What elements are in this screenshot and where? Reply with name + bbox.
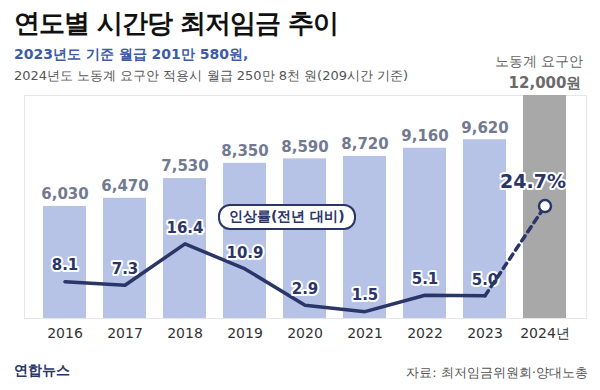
svg-text:24.7%: 24.7%: [500, 170, 566, 192]
svg-text:5.0: 5.0: [472, 271, 499, 289]
svg-text:2021: 2021: [347, 325, 383, 341]
html-text:인상률(전년 대비): 인상률(전년 대비): [229, 208, 345, 224]
svg-text:2020: 2020: [287, 325, 323, 341]
svg-text:2023: 2023: [467, 325, 503, 341]
svg-text:9,620: 9,620: [461, 119, 508, 137]
svg-text:10.9: 10.9: [226, 244, 263, 262]
svg-text:2018: 2018: [167, 325, 203, 341]
svg-text:6,030: 6,030: [41, 185, 88, 203]
svg-text:2.9: 2.9: [292, 280, 319, 298]
svg-text:2016: 2016: [47, 325, 83, 341]
svg-text:8.1: 8.1: [52, 256, 79, 274]
html-text:연합뉴스: 연합뉴스: [14, 362, 70, 378]
svg-text:1.5: 1.5: [352, 286, 379, 304]
svg-text:2024년: 2024년: [520, 325, 570, 341]
svg-text:5.1: 5.1: [412, 270, 439, 288]
svg-text:16.4: 16.4: [166, 219, 203, 237]
svg-text:8,590: 8,590: [281, 138, 328, 156]
svg-text:8,350: 8,350: [221, 142, 268, 160]
svg-text:12,000원: 12,000원: [509, 74, 582, 92]
svg-text:9,160: 9,160: [401, 127, 448, 145]
svg-text:6,470: 6,470: [101, 177, 148, 195]
svg-text:7.3: 7.3: [112, 260, 139, 278]
html-text:자료: 최저임금위원회·양대노총: 자료: 최저임금위원회·양대노총: [406, 365, 588, 380]
html-text:2023년도 기준 월급 201만 580원,: 2023년도 기준 월급 201만 580원,: [14, 46, 249, 62]
html-text:2024년도 노동계 요구안 적용시 월급 250만 8천: 2024년도 노동계 요구안 적용시 월급 250만 8천 원(209시간 기준…: [14, 68, 409, 83]
svg-text:8,720: 8,720: [341, 135, 388, 153]
svg-text:2019: 2019: [227, 325, 263, 341]
svg-text:노동계 요구안: 노동계 요구안: [495, 53, 583, 69]
svg-text:2017: 2017: [107, 325, 143, 341]
svg-text:7,530: 7,530: [161, 157, 208, 175]
html-text:연도별 시간당 최저임금 추이: 연도별 시간당 최저임금 추이: [14, 8, 339, 38]
svg-text:2022: 2022: [407, 325, 443, 341]
